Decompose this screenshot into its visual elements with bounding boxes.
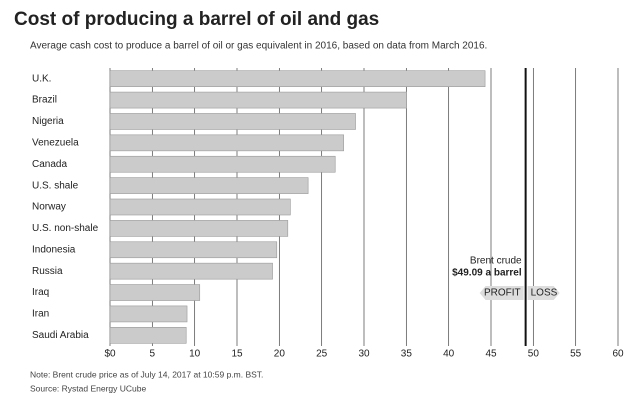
y-tick-label: Russia [32,266,63,277]
x-tick-label: 15 [231,349,243,360]
y-tick-label: U.S. shale [32,180,79,191]
reference-label: Brent crude [470,256,522,267]
x-tick-label: 55 [570,349,582,360]
x-tick-label: 45 [485,349,497,360]
y-tick-label: Nigeria [32,116,64,127]
x-tick-label: 25 [316,349,328,360]
bar [109,155,336,173]
x-tick-label: 40 [443,349,455,360]
reference-value-label: $49.09 a barrel [452,268,522,279]
bar [109,113,356,130]
y-tick-label: U.K. [32,73,51,84]
y-tick-label: Iran [32,309,49,320]
y-tick-label: Brazil [32,95,57,106]
x-tick-label: 20 [274,349,286,360]
x-tick-label: 35 [401,349,413,360]
bar [109,241,278,259]
x-tick-label: 30 [358,349,370,360]
y-tick-label: Iraq [32,287,49,298]
profit-label: PROFIT [484,288,521,299]
x-tick-label: $0 [104,349,116,360]
y-tick-label: Saudi Arabia [32,330,89,341]
chart-title: Cost of producing a barrel of oil and ga… [14,9,379,30]
bar [109,327,187,344]
bar [109,198,291,216]
x-tick-label: 5 [150,349,156,360]
loss-arrow [527,286,560,300]
profit-arrow [479,286,524,300]
x-tick-label: 60 [612,349,624,360]
bar [109,220,289,237]
x-tick-label: 10 [189,349,201,360]
chart-subtitle: Average cash cost to produce a barrel of… [30,41,487,52]
loss-label: LOSS [531,288,558,299]
bar [109,262,273,280]
bar [109,284,201,301]
x-tick-label: 50 [528,349,540,360]
bar [109,91,407,109]
bar [109,177,309,194]
note: Note: Brent crude price as of July 14, 2… [30,369,263,379]
y-tick-label: Venezuela [32,137,79,148]
bar [109,134,344,152]
y-tick-label: U.S. non-shale [32,223,99,234]
y-tick-label: Norway [32,202,66,213]
y-tick-label: Canada [32,159,67,170]
bar [109,70,486,87]
bar [109,305,188,323]
source: Source: Rystad Energy UCube [30,383,146,393]
y-tick-label: Indonesia [32,244,76,255]
